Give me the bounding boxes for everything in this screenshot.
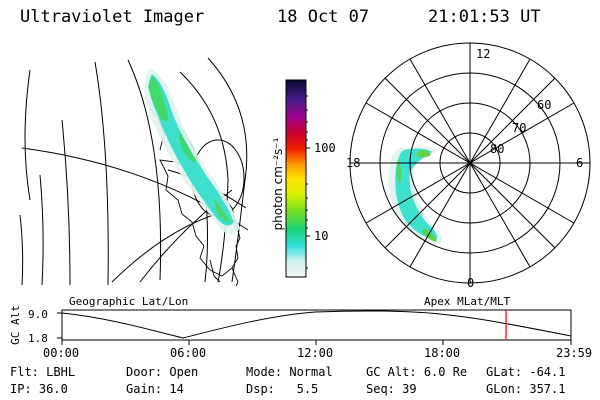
status-glon: GLon: 357.1 xyxy=(486,382,566,396)
polar-plot xyxy=(349,42,591,284)
colorbar-tick-10: 10 xyxy=(314,229,329,243)
date-label: 18 Oct 07 xyxy=(277,7,370,27)
status-door: Door: Open xyxy=(126,365,199,379)
altitude-plot xyxy=(57,309,572,345)
geographic-panel-label: Geographic Lat/Lon xyxy=(69,295,189,308)
mlt-label-0: 0 xyxy=(467,276,475,290)
status-ip: IP: 36.0 xyxy=(10,382,68,396)
altitude-ytick-1-8: 1.8 xyxy=(28,332,48,345)
xtick-1800: 18:00 xyxy=(424,346,461,360)
mlat-label-80: 80 xyxy=(490,142,505,156)
status-gc-alt: GC Alt: 6.0 Re xyxy=(366,365,468,379)
xtick-1200: 12:00 xyxy=(297,346,334,360)
status-gain: Gain: 14 xyxy=(126,382,184,396)
xtick-0600: 06:00 xyxy=(170,346,207,360)
status-flt: Flt: LBHL xyxy=(10,365,76,379)
status-dsp: Dsp: 5.5 xyxy=(246,382,319,396)
colorbar-tick-100: 100 xyxy=(314,141,336,155)
aurora-geographic xyxy=(144,68,240,235)
aurora-magnetic xyxy=(388,146,443,244)
mlat-label-70: 70 xyxy=(512,121,527,135)
mlat-label-60: 60 xyxy=(537,98,552,112)
instrument-title: Ultraviolet Imager xyxy=(20,7,205,27)
xtick-0000: 00:00 xyxy=(43,346,80,360)
mlt-label-6: 6 xyxy=(576,156,584,170)
status-glat: GLat: -64.1 xyxy=(486,365,566,379)
time-label: 21:01:53 UT xyxy=(428,7,541,27)
status-seq: Seq: 39 xyxy=(366,382,417,396)
geographic-map xyxy=(19,57,249,287)
mlt-label-12: 12 xyxy=(476,47,491,61)
colorbar xyxy=(285,79,310,278)
mlt-label-18: 18 xyxy=(346,156,361,170)
altitude-ylabel: GC Alt xyxy=(9,305,22,345)
xtick-2359: 23:59 xyxy=(556,346,593,360)
status-mode: Mode: Normal xyxy=(246,365,333,379)
colorbar-unit-label: photon cm⁻²s⁻¹ xyxy=(271,137,285,231)
magnetic-panel-label: Apex MLat/MLT xyxy=(424,295,511,308)
altitude-ytick-9: 9.0 xyxy=(28,308,48,321)
